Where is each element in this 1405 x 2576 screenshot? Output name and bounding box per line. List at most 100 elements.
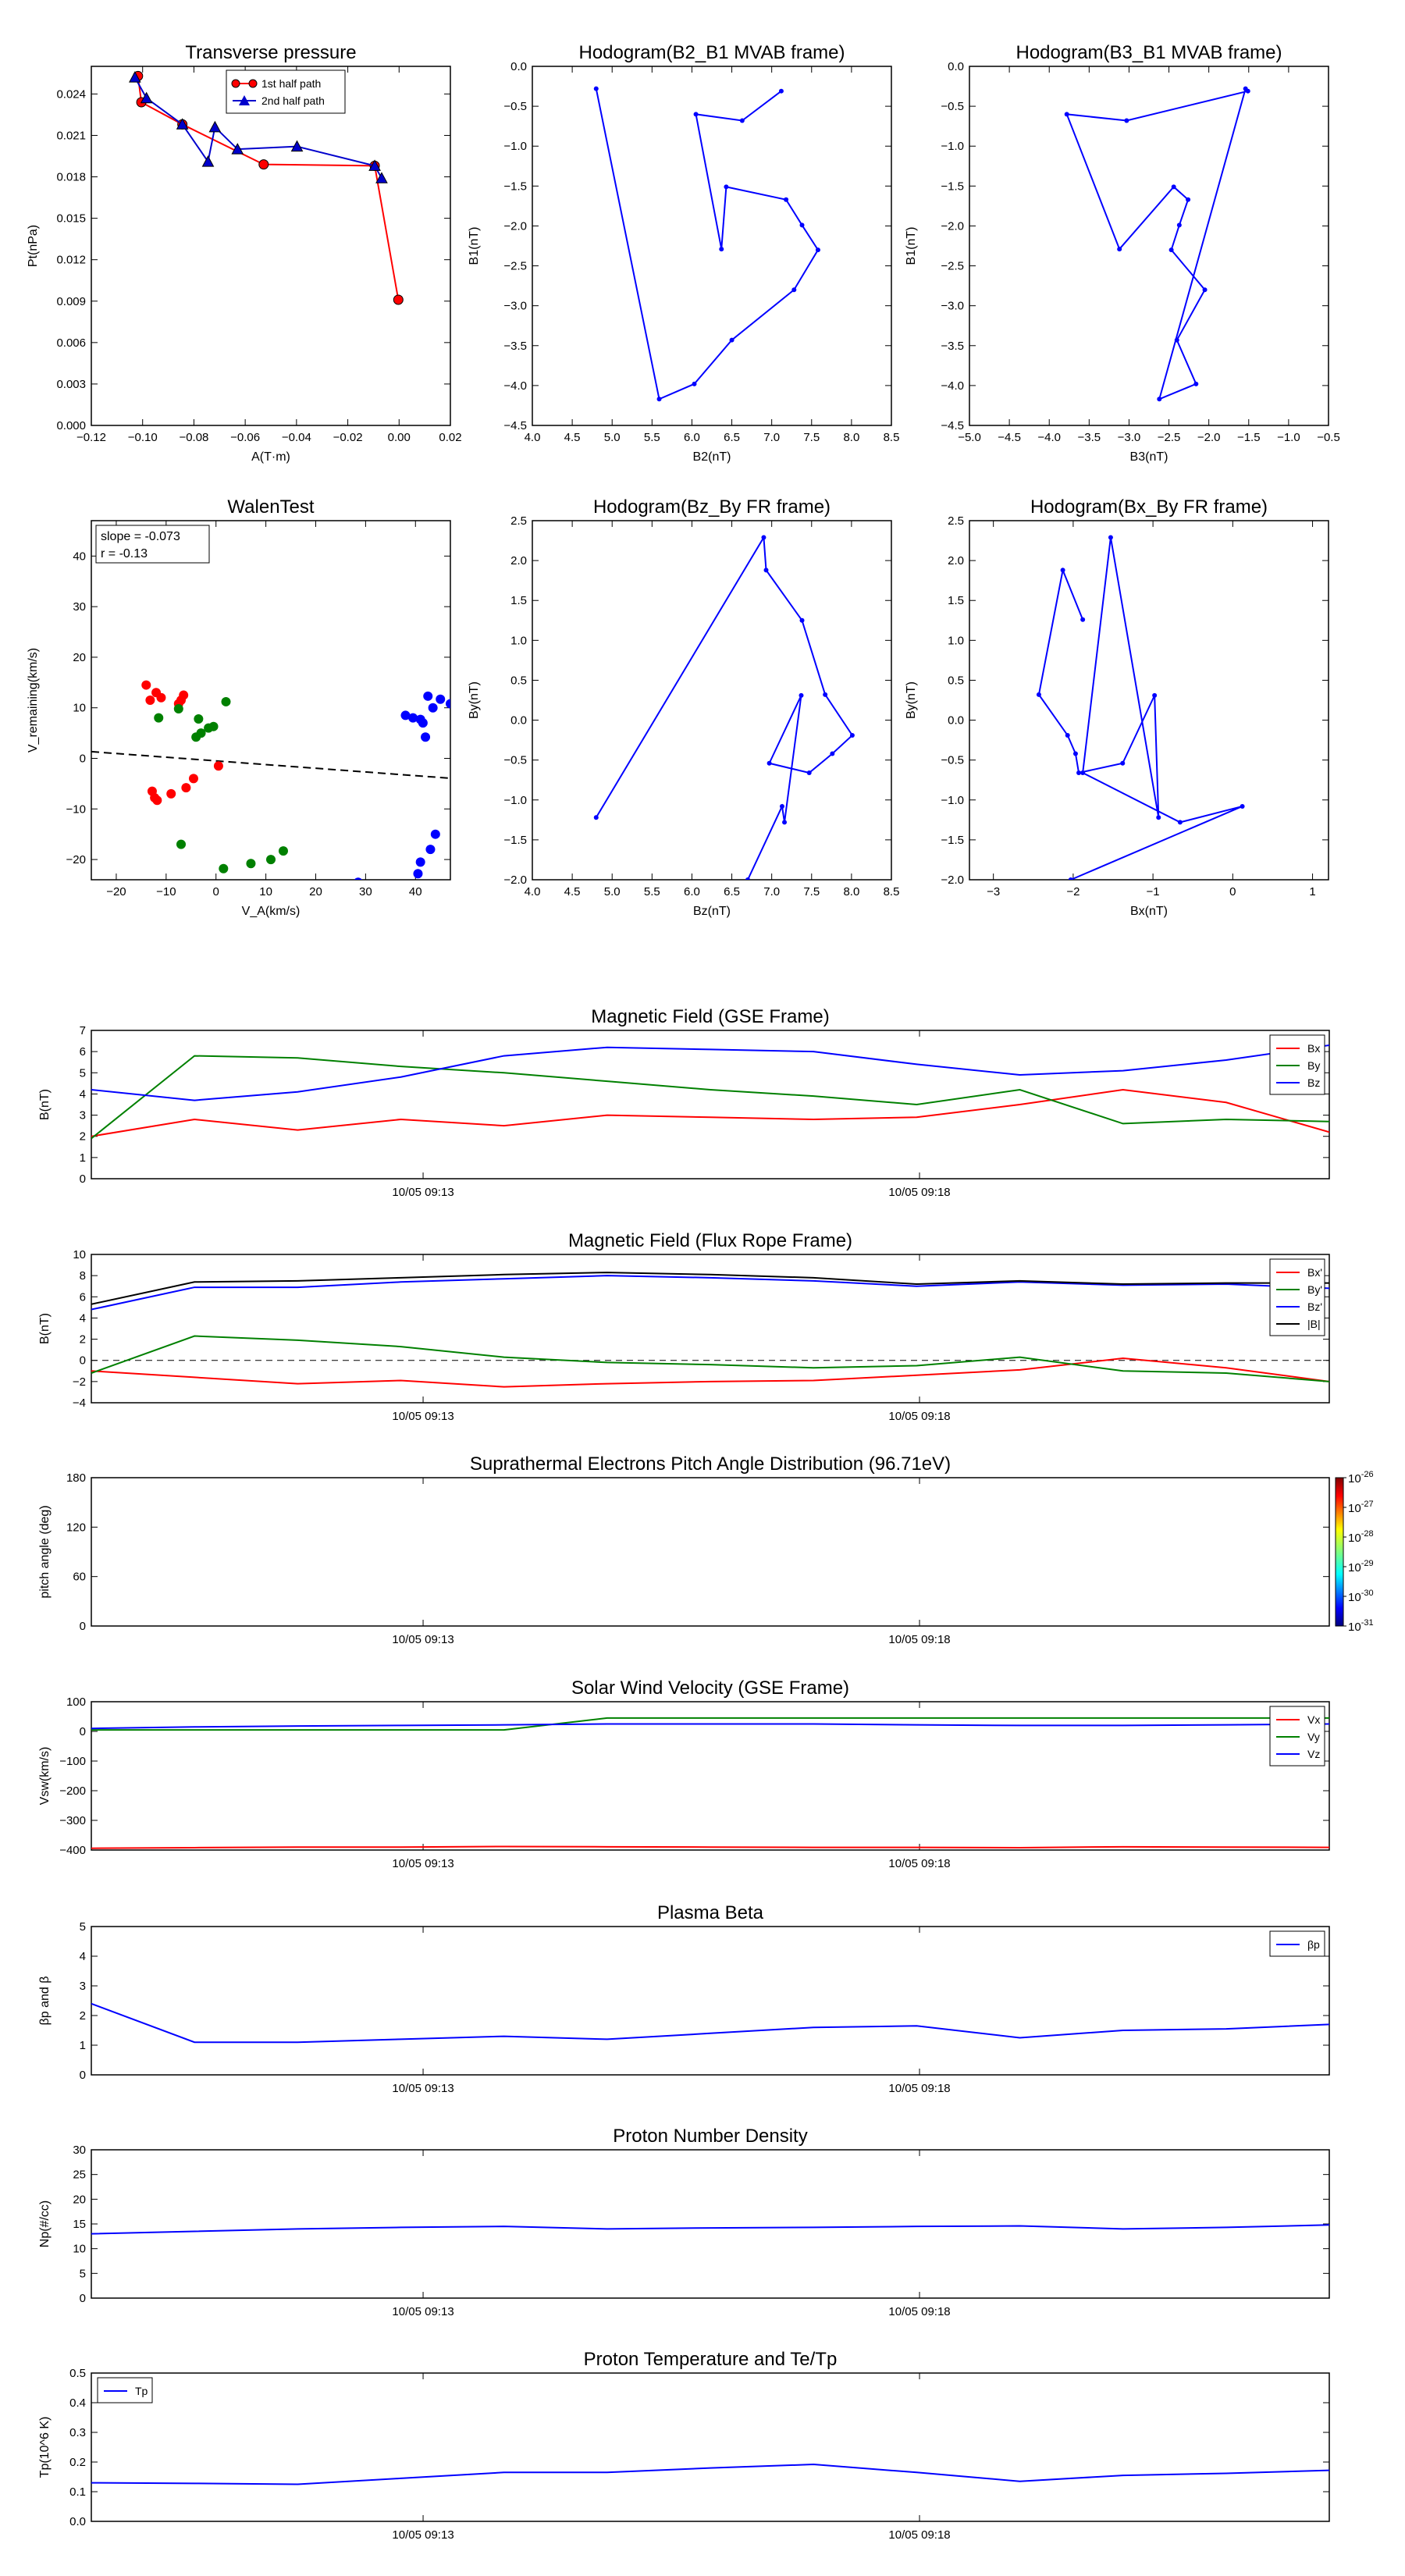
x-tick-label: 6.5 bbox=[724, 885, 740, 898]
time-tick-label: 10/05 09:18 bbox=[888, 2528, 950, 2542]
data-point bbox=[154, 713, 164, 723]
data-point bbox=[1124, 118, 1129, 123]
data-point bbox=[1060, 568, 1065, 573]
y-tick-label: 0.1 bbox=[69, 2485, 86, 2499]
data-point bbox=[1117, 247, 1122, 252]
y-tick-label: 1 bbox=[80, 2039, 86, 2052]
x-tick-label: 4.0 bbox=[525, 431, 541, 444]
y-tick-label: −0.5 bbox=[941, 754, 964, 767]
plot-frame bbox=[532, 66, 892, 426]
chart-title: Magnetic Field (GSE Frame) bbox=[591, 1006, 829, 1027]
legend-label: Tp bbox=[135, 2385, 148, 2397]
x-axis-label: A(T·m) bbox=[251, 450, 290, 464]
series-line-0 bbox=[1037, 537, 1243, 880]
y-tick-label: 25 bbox=[73, 2169, 86, 2182]
data-point bbox=[413, 869, 423, 879]
x-tick-label: −3.5 bbox=[1078, 431, 1101, 444]
y-tick-label: −1.0 bbox=[503, 140, 527, 153]
data-point bbox=[1174, 337, 1179, 343]
plot-frame bbox=[91, 1701, 1330, 1851]
series-line-0 bbox=[91, 1357, 1329, 1388]
plot-frame bbox=[91, 1254, 1330, 1404]
y-tick-label: −2 bbox=[73, 1375, 86, 1389]
series-line-2 bbox=[91, 1044, 1329, 1101]
x-tick-label: 4.0 bbox=[525, 885, 541, 898]
y-tick-label: −1.5 bbox=[941, 180, 964, 193]
data-point bbox=[421, 732, 431, 742]
chart-title: Hodogram(Bz_By FR frame) bbox=[593, 496, 831, 518]
series-line-0 bbox=[595, 88, 820, 400]
y-tick-label: 0.006 bbox=[56, 336, 86, 350]
y-tick-label: 0.5 bbox=[69, 2367, 86, 2380]
plot-area bbox=[593, 535, 855, 880]
y-tick-label: 4 bbox=[80, 1087, 86, 1101]
y-tick-label: 2.0 bbox=[510, 554, 527, 568]
data-point bbox=[156, 692, 166, 703]
y-tick-label: −3.0 bbox=[503, 300, 527, 313]
plot-area bbox=[91, 1044, 1329, 1140]
x-tick-label: 0.00 bbox=[388, 431, 411, 444]
data-point bbox=[141, 680, 151, 690]
legend-marker bbox=[248, 79, 258, 88]
x-tick-label: −0.02 bbox=[333, 431, 363, 444]
legend-marker bbox=[231, 79, 240, 88]
x-tick-label: 6.0 bbox=[684, 431, 700, 444]
y-tick-label: 40 bbox=[73, 550, 86, 563]
y-tick-label: 0.5 bbox=[510, 674, 527, 687]
data-point bbox=[778, 88, 784, 94]
legend-label: 2nd half path bbox=[261, 94, 325, 107]
data-point bbox=[1076, 770, 1082, 776]
x-tick-label: 4.5 bbox=[564, 885, 581, 898]
y-tick-label: −1.0 bbox=[941, 140, 964, 153]
y-tick-label: 0.0 bbox=[948, 60, 964, 73]
y-tick-label: −4.0 bbox=[503, 379, 527, 393]
x-tick-label: −0.5 bbox=[1317, 431, 1340, 444]
legend-label: Vx bbox=[1307, 1713, 1320, 1726]
data-point bbox=[767, 760, 772, 766]
x-tick-label: 0.02 bbox=[439, 431, 461, 444]
panel-tp: −0.12 −0.10 −0.08 −0.06 −0.04 −0.02 0.00 0.02 0.… bbox=[27, 42, 462, 464]
x-tick-label: 5.5 bbox=[644, 885, 660, 898]
data-point bbox=[1080, 770, 1086, 776]
y-tick-label: −2.0 bbox=[941, 873, 964, 887]
x-tick-label: −0.04 bbox=[282, 431, 311, 444]
y-tick-label: 1.5 bbox=[948, 594, 964, 607]
data-point bbox=[729, 337, 735, 343]
panel-pad: 0 60 120 180 10/05 09:13 10/05 09:18 Suprather… bbox=[38, 1453, 1374, 1646]
time-tick-label: 10/05 09:13 bbox=[392, 2305, 454, 2318]
colorbar-base: 10 bbox=[1348, 1532, 1361, 1545]
y-tick-label: 2 bbox=[80, 1333, 86, 1347]
data-point bbox=[1108, 535, 1113, 540]
y-tick-label: −10 bbox=[66, 802, 86, 816]
series-line-0 bbox=[91, 2464, 1329, 2485]
time-tick-label: 10/05 09:18 bbox=[888, 2305, 950, 2318]
x-tick-label: 1 bbox=[1309, 885, 1315, 898]
plot-frame bbox=[91, 66, 451, 426]
data-point bbox=[428, 703, 438, 713]
data-point bbox=[745, 877, 750, 880]
colorbar-exponent: -28 bbox=[1361, 1529, 1374, 1539]
y-tick-label: 4 bbox=[80, 1311, 86, 1325]
y-tick-label: 10 bbox=[73, 1248, 86, 1261]
data-point bbox=[849, 732, 855, 738]
panel-h2: −5.0 −4.5 −4.0 −3.5 −3.0 −2.5 −2.0 −1.5 −1.0 −0.5… bbox=[905, 42, 1340, 464]
y-tick-label: 30 bbox=[73, 600, 86, 614]
data-point bbox=[1072, 751, 1078, 756]
y-tick-label: −4.0 bbox=[941, 379, 964, 393]
panel-vsw: −400 −300 −200 −100 0 100 10/05 09:13 10/05 09:… bbox=[38, 1678, 1330, 1870]
data-point bbox=[815, 247, 820, 253]
data-point bbox=[692, 381, 697, 386]
data-point bbox=[129, 71, 141, 83]
data-point bbox=[799, 222, 805, 228]
data-point bbox=[593, 815, 599, 820]
data-point bbox=[830, 751, 835, 756]
y-tick-label: −3.5 bbox=[941, 340, 964, 353]
y-tick-label: −1.0 bbox=[503, 794, 527, 807]
y-axis-label: B1(nT) bbox=[468, 227, 481, 265]
y-tick-label: 0 bbox=[80, 2069, 86, 2082]
data-point bbox=[1157, 397, 1162, 402]
y-tick-label: 20 bbox=[73, 2193, 86, 2206]
data-point bbox=[425, 845, 436, 855]
series-line-1 bbox=[91, 1055, 1329, 1140]
plot-area bbox=[593, 86, 820, 402]
